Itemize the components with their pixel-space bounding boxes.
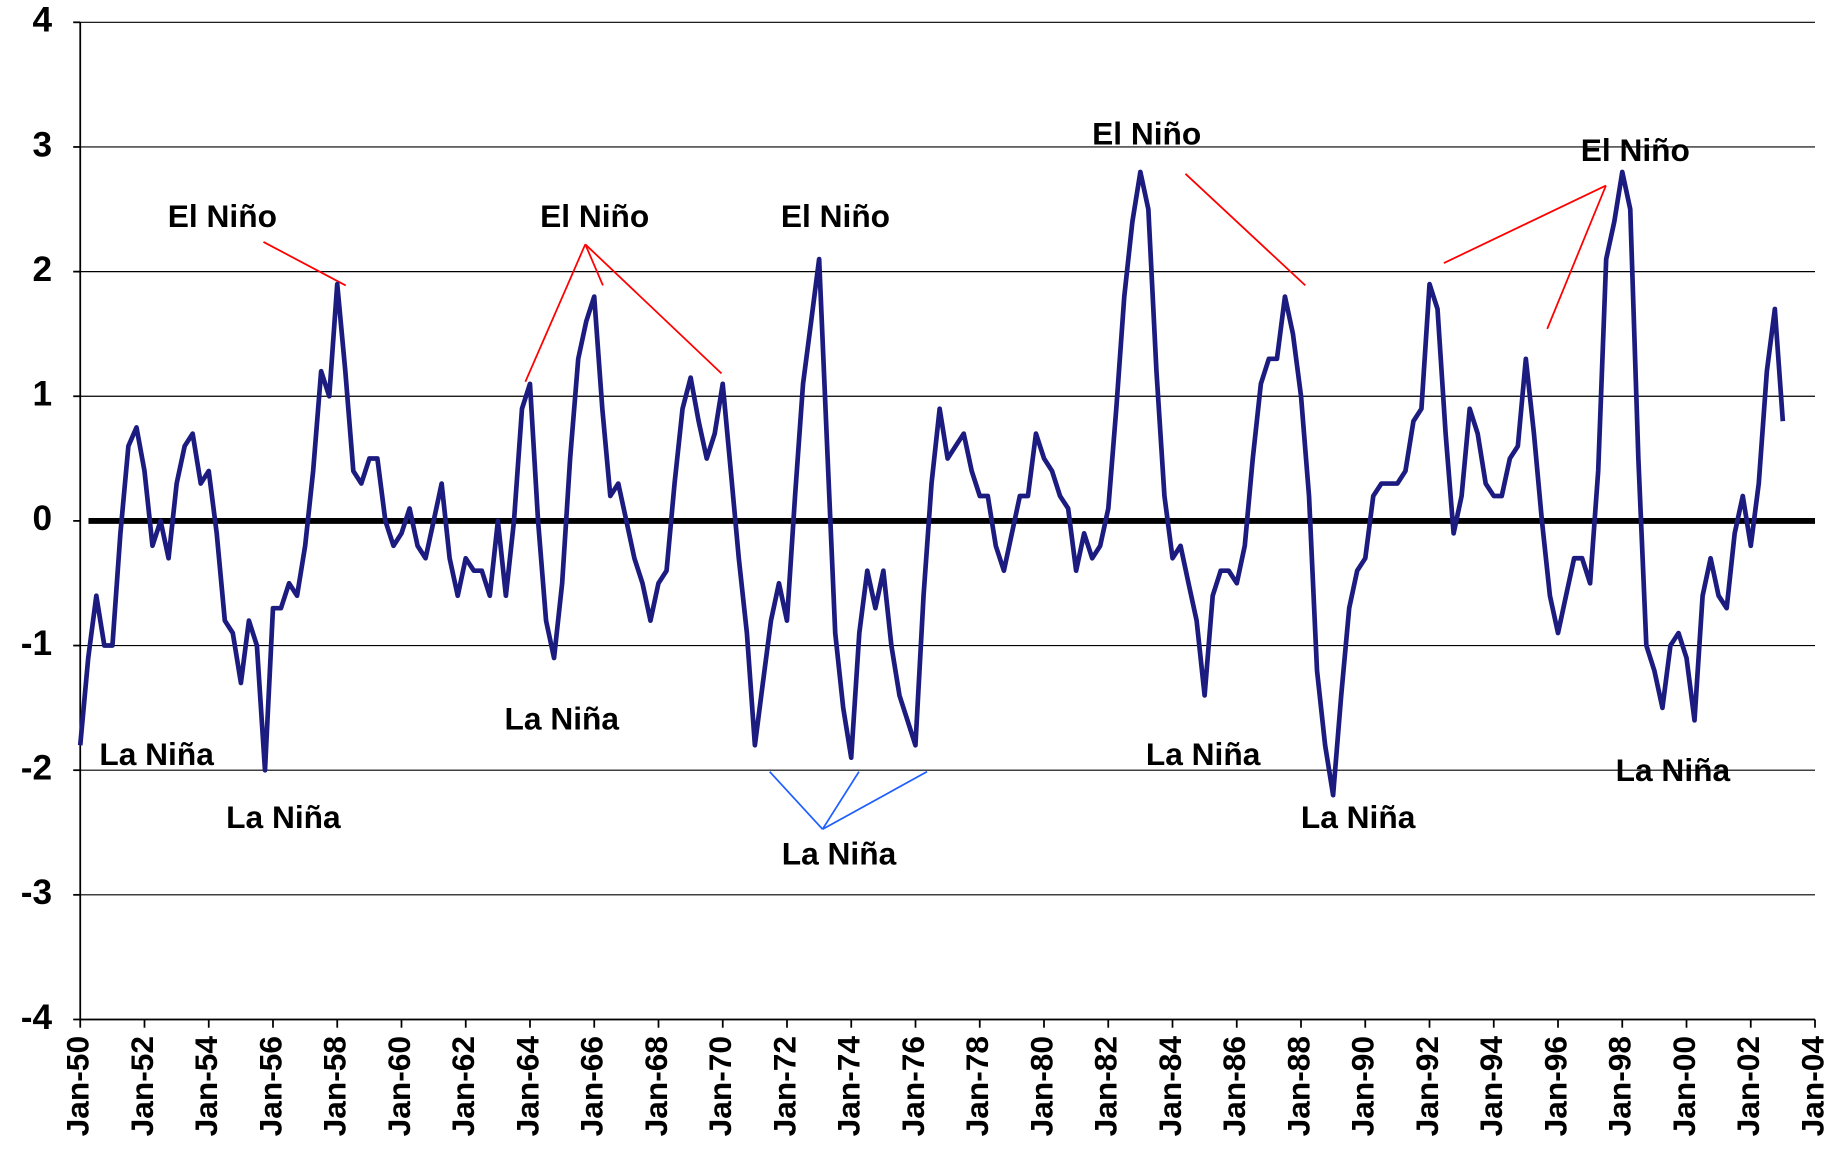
x-tick-label: Jan-98 bbox=[1602, 1036, 1638, 1136]
leader-line bbox=[821, 771, 860, 830]
annotation: El Niño bbox=[540, 198, 649, 234]
y-tick-label: -1 bbox=[21, 624, 52, 663]
x-tick-label: Jan-58 bbox=[317, 1036, 353, 1136]
y-tick-label: 2 bbox=[32, 250, 52, 289]
leader-line bbox=[584, 243, 723, 375]
leader-line bbox=[769, 771, 824, 830]
leader-line bbox=[263, 241, 347, 287]
annotation: El Niño bbox=[781, 198, 890, 234]
x-tick-label: Jan-72 bbox=[766, 1036, 802, 1136]
annotation: La Niña bbox=[1146, 736, 1261, 772]
y-tick-label: 3 bbox=[32, 125, 52, 164]
y-tick-label: 4 bbox=[32, 1, 52, 40]
x-tick-label: Jan-64 bbox=[509, 1036, 545, 1137]
leader-line bbox=[584, 243, 604, 286]
x-tick-label: Jan-50 bbox=[60, 1036, 96, 1136]
annotation: El Niño bbox=[1092, 116, 1201, 152]
annotation: El Niño bbox=[1581, 132, 1690, 168]
annotation: La Niña bbox=[505, 701, 620, 737]
x-tick-label: Jan-52 bbox=[124, 1036, 160, 1136]
y-tick-label: -2 bbox=[21, 749, 52, 788]
x-tick-label: Jan-74 bbox=[831, 1036, 867, 1137]
y-tick-label: -4 bbox=[21, 998, 53, 1037]
x-tick-label: Jan-92 bbox=[1409, 1036, 1445, 1136]
y-tick-label: -3 bbox=[21, 873, 52, 912]
x-tick-label: Jan-96 bbox=[1537, 1036, 1573, 1136]
x-tick-label: Jan-90 bbox=[1345, 1036, 1381, 1136]
x-tick-label: Jan-56 bbox=[252, 1036, 288, 1136]
x-tick-label: Jan-84 bbox=[1152, 1036, 1188, 1137]
x-tick-label: Jan-80 bbox=[1023, 1036, 1059, 1136]
x-tick-label: Jan-88 bbox=[1280, 1036, 1316, 1136]
y-tick-label: 1 bbox=[32, 375, 52, 414]
leader-line bbox=[822, 770, 928, 830]
annotation: El Niño bbox=[168, 198, 277, 234]
x-tick-label: Jan-04 bbox=[1794, 1036, 1830, 1137]
x-tick-label: Jan-00 bbox=[1666, 1036, 1702, 1136]
leader-line bbox=[1184, 173, 1306, 287]
x-tick-label: Jan-60 bbox=[381, 1036, 417, 1136]
x-tick-label: Jan-68 bbox=[638, 1036, 674, 1136]
annotation: La Niña bbox=[1616, 752, 1731, 788]
x-tick-label: Jan-02 bbox=[1730, 1036, 1766, 1136]
annotation: La Niña bbox=[99, 736, 214, 772]
annotation: La Niña bbox=[1301, 799, 1416, 835]
x-tick-label: Jan-66 bbox=[574, 1036, 610, 1136]
x-tick-label: Jan-62 bbox=[445, 1036, 481, 1136]
annotation: La Niña bbox=[782, 836, 897, 872]
x-tick-label: Jan-76 bbox=[895, 1036, 931, 1136]
x-tick-label: Jan-54 bbox=[188, 1036, 224, 1137]
x-tick-label: Jan-70 bbox=[702, 1036, 738, 1136]
x-tick-label: Jan-78 bbox=[959, 1036, 995, 1136]
series-line bbox=[77, 169, 1786, 798]
x-tick-label: Jan-82 bbox=[1088, 1036, 1124, 1136]
x-tick-label: Jan-94 bbox=[1473, 1036, 1509, 1137]
y-tick-label: 0 bbox=[32, 499, 52, 538]
annotation: La Niña bbox=[226, 799, 341, 835]
leader-line bbox=[1546, 185, 1607, 330]
el-nino-leaders bbox=[263, 173, 1607, 383]
leader-line bbox=[1443, 184, 1607, 264]
la-nina-leaders bbox=[769, 770, 928, 830]
leader-line bbox=[524, 243, 587, 383]
x-tick-label: Jan-86 bbox=[1216, 1036, 1252, 1136]
